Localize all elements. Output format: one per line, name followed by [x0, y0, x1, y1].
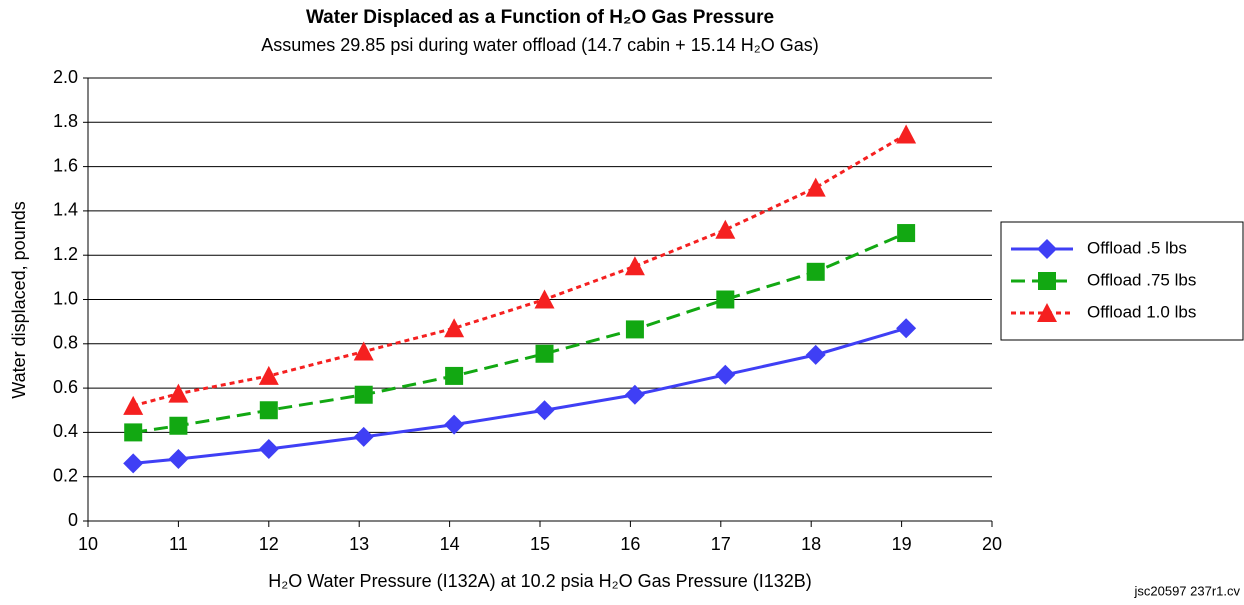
marker	[168, 383, 189, 403]
x-tick-label: 11	[169, 534, 188, 554]
x-tick-label: 19	[892, 534, 912, 554]
y-axis-label: Water displaced, pounds	[9, 201, 29, 398]
y-tick-label: 0.8	[53, 333, 78, 353]
marker	[715, 364, 736, 385]
x-tick-label: 10	[78, 534, 98, 554]
legend-label: Offload .5 lbs	[1087, 238, 1187, 257]
series-line	[132, 231, 907, 434]
x-tick-label: 20	[982, 534, 1002, 554]
marker	[353, 341, 374, 361]
marker	[123, 395, 144, 415]
y-tick-label: 1.4	[53, 200, 78, 220]
chart-title: Water Displaced as a Function of H₂O Gas…	[306, 7, 774, 28]
x-tick-label: 13	[349, 534, 369, 554]
legend-label: Offload .75 lbs	[1087, 270, 1196, 289]
y-tick-label: 0.4	[53, 421, 78, 441]
x-tick-label: 15	[530, 534, 550, 554]
marker	[259, 401, 278, 420]
series-line	[132, 133, 907, 408]
y-tick-label: 0.2	[53, 465, 78, 485]
y-tick-label: 1.0	[53, 288, 78, 308]
y-tick-label: 2.0	[53, 67, 78, 87]
marker	[534, 289, 555, 309]
marker	[1038, 272, 1056, 290]
marker	[896, 124, 917, 144]
marker	[805, 344, 826, 365]
x-tick-label: 12	[259, 534, 279, 554]
footer-code: jsc20597 237r1.cv	[1133, 583, 1240, 598]
marker	[444, 414, 465, 435]
marker	[123, 453, 144, 474]
chart-subtitle: Assumes 29.85 psi during water offload (…	[261, 35, 818, 55]
x-tick-label: 17	[711, 534, 731, 554]
y-tick-label: 1.6	[53, 155, 78, 175]
marker	[805, 177, 826, 197]
marker	[124, 423, 143, 442]
y-tick-label: 0.6	[53, 377, 78, 397]
series-line	[133, 326, 907, 465]
marker	[258, 439, 279, 460]
marker	[716, 290, 735, 309]
x-tick-label: 16	[620, 534, 640, 554]
x-axis-label: H₂O Water Pressure (I132A) at 10.2 psia …	[268, 571, 812, 591]
marker	[897, 224, 916, 243]
marker	[896, 318, 917, 339]
marker	[444, 318, 465, 338]
y-tick-label: 0	[68, 510, 78, 530]
marker	[1037, 239, 1057, 259]
marker	[806, 262, 825, 281]
marker	[624, 256, 645, 276]
x-tick-label: 14	[440, 534, 460, 554]
marker	[258, 365, 279, 385]
legend-label: Offload 1.0 lbs	[1087, 302, 1196, 321]
y-tick-label: 1.8	[53, 111, 78, 131]
marker	[169, 416, 188, 435]
marker	[168, 448, 189, 469]
marker	[535, 344, 554, 363]
marker	[534, 400, 555, 421]
y-tick-label: 1.2	[53, 244, 78, 264]
marker	[445, 366, 464, 385]
marker	[715, 219, 736, 239]
marker	[354, 385, 373, 404]
marker	[624, 384, 645, 405]
marker	[1037, 303, 1057, 322]
marker	[353, 426, 374, 447]
x-tick-label: 18	[801, 534, 821, 554]
marker	[625, 320, 644, 339]
